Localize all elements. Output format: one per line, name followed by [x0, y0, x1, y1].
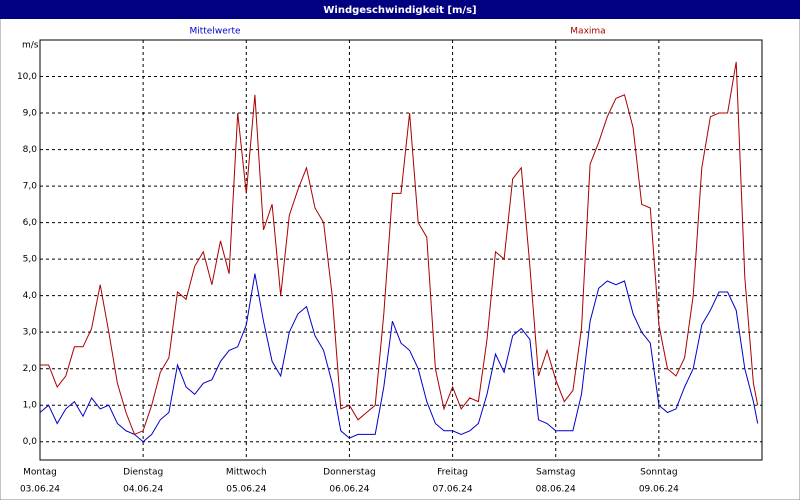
legend-entry: Mittelwerte [189, 27, 240, 37]
x-tick-date: 09.06.24 [639, 485, 679, 495]
y-tick-label: 0,0 [23, 437, 38, 447]
y-tick-label: 7,0 [23, 182, 38, 192]
x-tick-label: Donnerstag [323, 468, 376, 478]
chart-title: Windgeschwindigkeit [m/s] [323, 5, 476, 16]
y-tick-label: 8,0 [23, 145, 38, 155]
y-tick-label: 9,0 [23, 109, 38, 119]
title-bar [0, 0, 800, 19]
y-tick-label: 3,0 [23, 328, 38, 338]
x-tick-label: Freitag [437, 468, 468, 478]
x-tick-label: Sonntag [640, 468, 677, 478]
y-tick-label: 4,0 [23, 291, 38, 301]
x-tick-date: 07.06.24 [433, 485, 473, 495]
series-line [40, 61, 759, 436]
series-line [39, 273, 759, 443]
x-tick-date: 08.06.24 [536, 485, 576, 495]
y-tick-label: 1,0 [23, 401, 38, 411]
y-tick-label: 2,0 [23, 364, 38, 374]
y-tick-label: 5,0 [23, 255, 38, 265]
y-tick-label: 6,0 [23, 218, 38, 228]
x-tick-date: 04.06.24 [123, 485, 163, 495]
x-tick-date: 06.06.24 [329, 485, 369, 495]
y-tick-label: 10,0 [17, 72, 37, 82]
x-tick-label: Samstag [536, 468, 575, 478]
legend-entry: Maxima [570, 27, 605, 37]
y-axis-label: m/s [22, 41, 39, 51]
x-tick-label: Mittwoch [226, 468, 267, 478]
x-tick-label: Montag [23, 468, 57, 478]
x-tick-date: 03.06.24 [20, 485, 60, 495]
x-tick-date: 05.06.24 [226, 485, 266, 495]
x-tick-label: Dienstag [123, 468, 163, 478]
